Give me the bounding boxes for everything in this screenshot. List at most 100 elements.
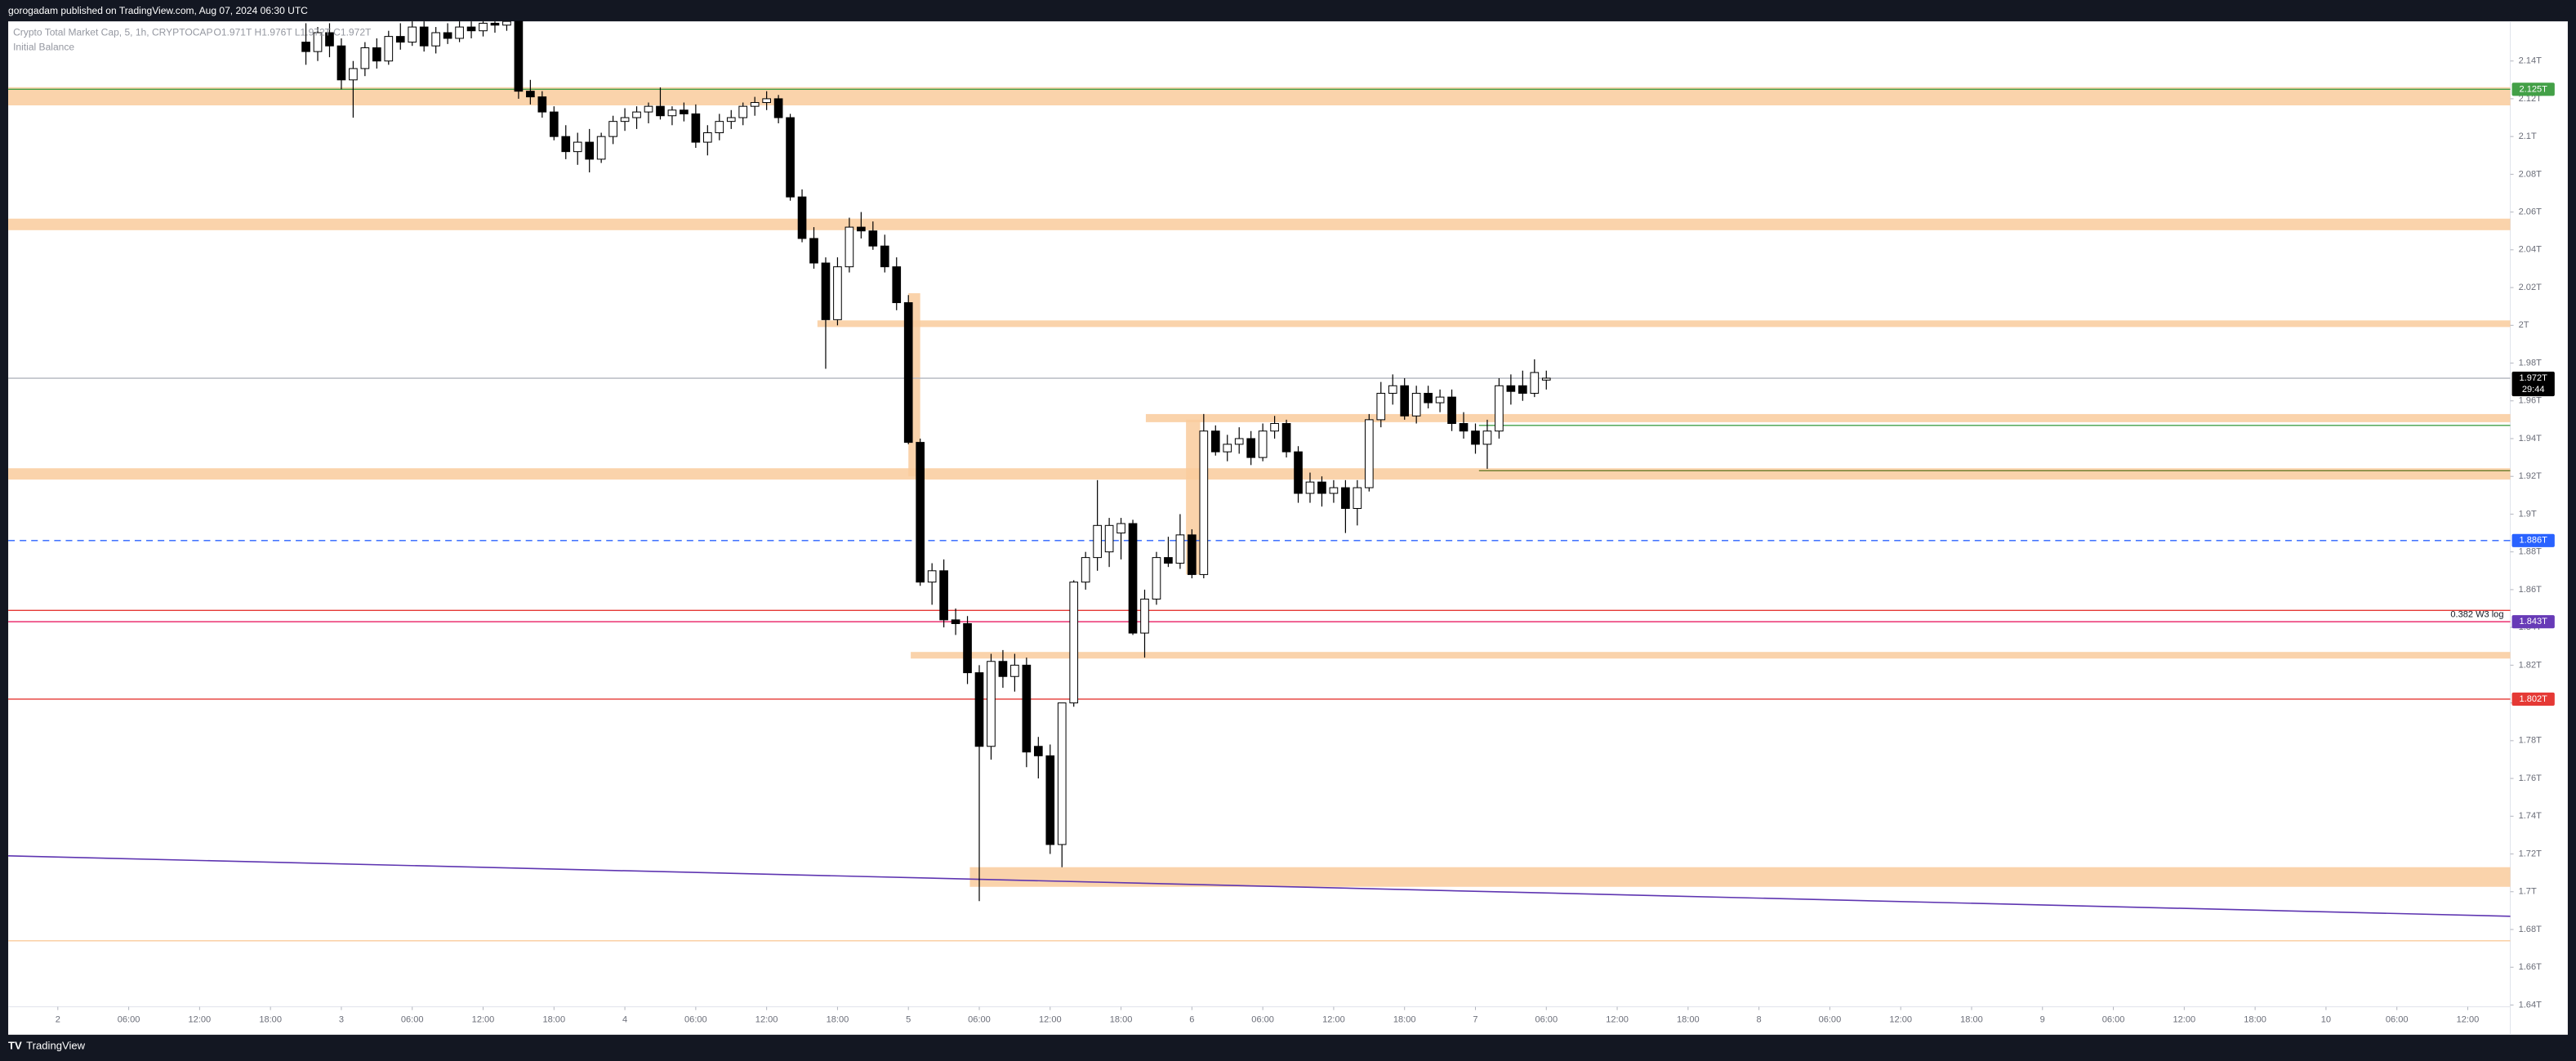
x-tick-label: 06:00 <box>118 1015 140 1025</box>
publisher: gorogadam published on TradingView.com, … <box>8 5 308 16</box>
x-tick-label: 10 <box>2321 1015 2331 1025</box>
y-tick-label: 1.72T <box>2519 849 2543 858</box>
candle-body <box>1033 746 1043 756</box>
y-tick-label: 1.64T <box>2519 1000 2543 1010</box>
x-tick-label: 12:00 <box>1039 1015 1062 1025</box>
candle-body <box>1447 396 1456 424</box>
candle-body <box>632 111 641 118</box>
candle-body <box>313 32 323 52</box>
x-tick-label: 18:00 <box>827 1015 849 1025</box>
x-tick-label: 2 <box>56 1015 60 1025</box>
candle-body <box>845 226 854 268</box>
candle-body <box>892 266 902 304</box>
candle-body <box>1188 534 1197 575</box>
x-tick-label: 5 <box>906 1015 911 1025</box>
candle-body <box>903 302 913 444</box>
candle-body <box>1471 430 1480 445</box>
y-tick-label: 1.66T <box>2519 962 2543 972</box>
trendline <box>8 855 2511 917</box>
candle-body <box>1305 481 1315 494</box>
candle-body <box>951 619 960 625</box>
candle-body <box>939 570 948 621</box>
candle-body <box>1364 419 1374 488</box>
candle-body <box>1258 430 1268 458</box>
candle-body <box>1424 393 1433 403</box>
candle-body <box>1175 534 1185 564</box>
x-tick-label: 06:00 <box>684 1015 707 1025</box>
price-tag-label: 1.972T <box>2519 373 2547 383</box>
x-tick-label: 12:00 <box>189 1015 212 1025</box>
price-tag-label: 2.125T <box>2519 84 2547 94</box>
x-tick-label: 18:00 <box>259 1015 282 1025</box>
y-tick-label: 2.06T <box>2519 207 2543 217</box>
candle-body <box>1541 377 1551 381</box>
y-tick-label: 1.88T <box>2519 547 2543 557</box>
x-tick-label: 12:00 <box>755 1015 778 1025</box>
x-tick-label: 7 <box>1473 1015 1477 1025</box>
candle-body <box>502 20 511 26</box>
zone <box>969 867 2511 887</box>
y-tick-label: 1.68T <box>2519 925 2543 934</box>
candle-body <box>443 32 452 39</box>
x-tick-label: 6 <box>1189 1015 1194 1025</box>
candle-body <box>868 230 878 247</box>
candle-body <box>1210 430 1220 452</box>
candle-body <box>1294 451 1303 494</box>
y-tick-label: 2.04T <box>2519 245 2543 255</box>
y-tick-label: 1.76T <box>2519 773 2543 783</box>
candle-body <box>1506 385 1516 392</box>
candle-body <box>1045 755 1055 845</box>
candle-body <box>1152 557 1161 600</box>
candle-body <box>998 661 1008 677</box>
x-tick-label: 12:00 <box>1606 1015 1629 1025</box>
candle-body <box>1388 385 1397 395</box>
candle-body <box>1353 487 1362 510</box>
candle-body <box>1164 557 1173 564</box>
candle-body <box>455 26 464 39</box>
candle-body <box>384 36 394 62</box>
countdown: 29:44 <box>2522 385 2545 395</box>
candle-body <box>573 141 582 153</box>
x-tick-label: 18:00 <box>1110 1015 1133 1025</box>
price-tag <box>2511 371 2555 397</box>
plot: 0.382 W3 log 2 06:00 12:00 18:00 3 06:00 12:00 1… <box>8 20 2555 1025</box>
candle-body <box>1010 664 1019 677</box>
candle-body <box>821 262 831 320</box>
candle-body <box>726 117 736 123</box>
x-tick-label: 06:00 <box>2386 1015 2409 1025</box>
candle-body <box>750 102 760 107</box>
y-tick-label: 1.78T <box>2519 736 2543 746</box>
x-tick-label: 12:00 <box>1889 1015 1912 1025</box>
x-tick-label: 06:00 <box>1535 1015 1558 1025</box>
candle-body <box>479 22 488 32</box>
candle-body <box>561 136 571 153</box>
candle-body <box>1435 396 1445 403</box>
candle-body <box>1234 438 1244 445</box>
price-tag-label: 1.843T <box>2519 617 2547 626</box>
x-tick-label: 18:00 <box>542 1015 565 1025</box>
candle-body <box>1104 524 1114 553</box>
x-tick-label: 9 <box>2040 1015 2045 1025</box>
y-tick-label: 2.12T <box>2519 94 2543 104</box>
x-tick-label: 8 <box>1757 1015 1762 1025</box>
candle-body <box>691 113 701 143</box>
candle-body <box>702 132 712 143</box>
candle-body <box>963 623 972 674</box>
candle-body <box>372 47 381 62</box>
x-tick-label: 06:00 <box>2102 1015 2125 1025</box>
candle-body <box>880 245 889 268</box>
x-tick-label: 18:00 <box>1960 1015 1983 1025</box>
y-tick-label: 2.02T <box>2519 283 2543 292</box>
candle-body <box>1376 393 1386 421</box>
candle-body <box>916 442 925 583</box>
x-tick-label: 12:00 <box>1322 1015 1345 1025</box>
candle-body <box>1199 430 1209 575</box>
candle-body <box>1411 393 1421 417</box>
y-tick-label: 1.74T <box>2519 811 2543 821</box>
x-tick-label: 06:00 <box>1819 1015 1842 1025</box>
zone <box>8 468 2511 480</box>
y-tick-label: 2.1T <box>2519 132 2537 141</box>
candle-body <box>490 22 500 26</box>
candle-body <box>786 117 795 198</box>
y-tick-label: 1.96T <box>2519 396 2543 406</box>
